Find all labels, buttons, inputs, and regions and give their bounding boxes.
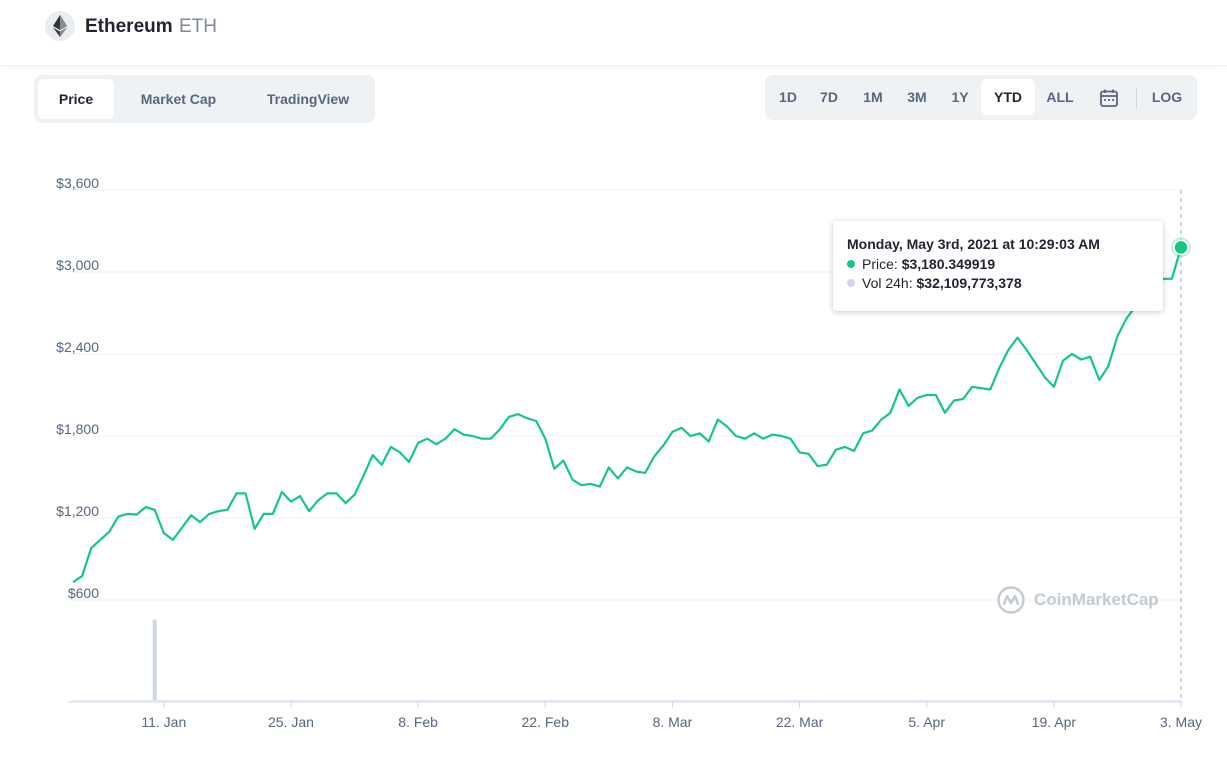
y-tick-label: $3,000 [56,257,99,273]
x-tick-label: 19. Apr [1032,714,1077,730]
coin-name: Ethereum [85,16,173,37]
range-divider [1136,88,1137,108]
chart-type-tabs: Price Market Cap TradingView [34,75,375,123]
tooltip-price-value: $3,180.349919 [901,256,996,272]
tooltip-volume-value: $32,109,773,378 [916,275,1022,291]
price-line-series [72,247,1183,584]
tab-market-cap[interactable]: Market Cap [140,91,217,107]
price-tooltip: Monday, May 3rd, 2021 at 10:29:03 AM Pri… [833,221,1163,311]
tab-tradingview[interactable]: TradingView [266,91,350,107]
y-tick-label: $600 [68,585,99,601]
tooltip-volume-label: Vol 24h: [862,275,913,291]
range-1m[interactable]: 1M [863,89,883,105]
x-tick-label: 22. Feb [522,714,570,730]
x-tick-label: 8. Mar [653,714,693,730]
tooltip-price-label: Price: [862,256,898,272]
log-scale-toggle[interactable]: LOG [1151,89,1183,105]
tooltip-date: Monday, May 3rd, 2021 at 10:29:03 AM [847,236,1100,252]
range-all[interactable]: ALL [1046,89,1074,105]
coin-symbol: ETH [179,16,217,37]
range-selector: 1D 7D 1M 3M 1Y YTD ALL LOG [765,75,1197,120]
range-1d[interactable]: 1D [779,89,797,105]
hover-marker [1173,239,1189,256]
tab-price[interactable]: Price [38,79,114,119]
tooltip-volume-row: Vol 24h: $32,109,773,378 [847,274,1149,293]
range-ytd[interactable]: YTD [981,79,1035,115]
calendar-icon[interactable] [1099,88,1119,108]
x-tick-label: 11. Jan [141,714,186,730]
coinmarketcap-logo-icon [997,586,1025,614]
x-tick-label: 3. May [1160,714,1202,730]
price-dot-icon [847,260,855,268]
volume-bar [152,619,157,702]
x-tick-label: 25. Jan [268,714,314,730]
watermark: CoinMarketCap [996,585,1159,615]
watermark-text: CoinMarketCap [1034,590,1159,609]
tooltip-price-row: Price: $3,180.349919 [847,255,1149,274]
y-tick-label: $1,200 [56,503,99,519]
x-tick-label: 5. Apr [908,714,945,730]
coin-header: Ethereum ETH [0,0,1227,66]
y-tick-label: $1,800 [56,421,99,437]
range-3m[interactable]: 3M [907,89,927,105]
volume-dot-icon [847,279,855,287]
y-tick-label: $2,400 [56,339,99,355]
y-tick-label: $3,600 [56,175,99,191]
range-1y[interactable]: 1Y [951,89,969,105]
volume-baseline [73,700,1181,702]
ethereum-logo-icon [45,11,75,41]
range-7d[interactable]: 7D [820,89,838,105]
x-tick-label: 22. Mar [776,714,824,730]
x-tick-label: 8. Feb [398,714,438,730]
